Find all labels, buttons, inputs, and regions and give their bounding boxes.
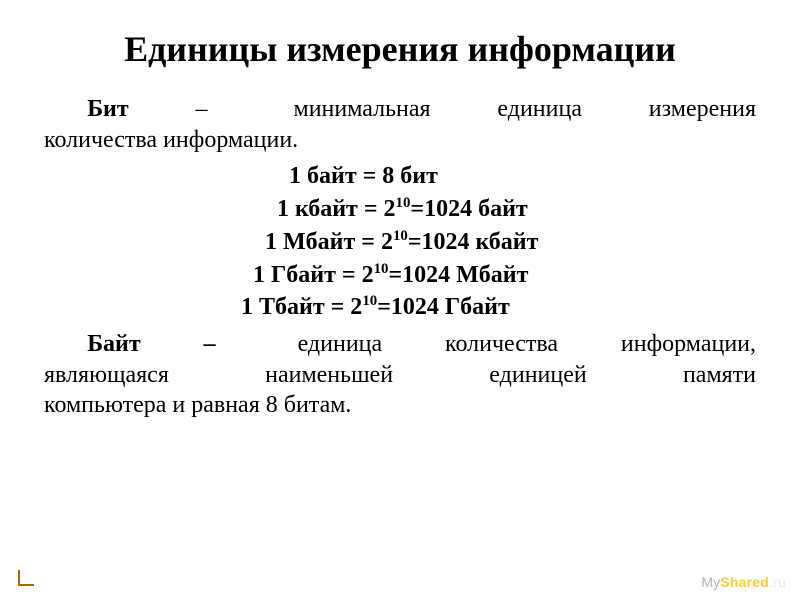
bit-definition-line2: количества информации.	[44, 125, 756, 156]
corner-marker-icon	[18, 570, 34, 586]
byte-def-word: наименьшей	[265, 362, 393, 388]
formula-line: 1 Гбайт = 210=1024 Мбайт	[44, 260, 756, 291]
dash: –	[196, 94, 227, 125]
bit-def-rest1: минимальная единица измерения	[294, 96, 757, 122]
byte-definition-line3: компьютера и равная 8 битам.	[44, 390, 756, 421]
formula-lhs: 1 байт	[289, 163, 363, 189]
slide: Единицы измерения информации Бит – миним…	[0, 0, 800, 600]
formula-rhs: = 210=1024 кбайт	[361, 229, 538, 255]
byte-definition-line2: являющаяся наименьшей единицей памяти	[44, 360, 756, 391]
formula-rhs: = 210=1024 байт	[364, 196, 528, 222]
byte-def-word: памяти	[683, 362, 756, 388]
formula-lhs: 1 Мбайт	[265, 229, 361, 255]
formula-rhs: = 210=1024 Мбайт	[342, 262, 529, 288]
dash: –	[204, 329, 235, 360]
formula-line: 1 байт = 8 бит	[44, 161, 756, 192]
formula-list: 1 байт = 8 бит1 кбайт = 210=1024 байт1 М…	[44, 161, 756, 323]
bit-definition-line1: Бит – минимальная единица измерения	[44, 94, 756, 125]
formula-lhs: 1 Тбайт	[241, 294, 331, 320]
formula-line: 1 Тбайт = 210=1024 Гбайт	[44, 292, 756, 323]
brand-part2: Shared	[720, 574, 769, 590]
formula-line: 1 кбайт = 210=1024 байт	[44, 194, 756, 225]
brand-watermark: MyShared.ru	[701, 574, 786, 590]
byte-def-word: единицей	[489, 362, 586, 388]
brand-part1: My	[701, 574, 720, 590]
term-byte: Байт	[87, 331, 140, 357]
formula-rhs: = 210=1024 Гбайт	[331, 294, 510, 320]
brand-part3: .ru	[769, 574, 786, 590]
byte-def-rest1: единица количества информации,	[298, 331, 756, 357]
formula-rhs: = 8 бит	[363, 163, 438, 189]
page-title: Единицы измерения информации	[44, 28, 756, 70]
formula-line: 1 Мбайт = 210=1024 кбайт	[44, 227, 756, 258]
formula-lhs: 1 кбайт	[277, 196, 364, 222]
slide-body: Бит – минимальная единица измерения коли…	[44, 94, 756, 421]
byte-def-word: являющаяся	[44, 362, 169, 388]
term-bit: Бит	[87, 96, 128, 122]
byte-definition-line1: Байт – единица количества информации,	[44, 329, 756, 360]
formula-lhs: 1 Гбайт	[253, 262, 342, 288]
